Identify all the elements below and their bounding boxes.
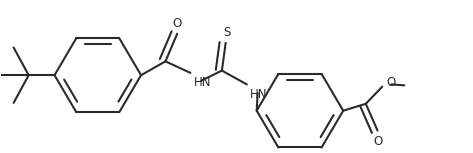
Text: O: O: [374, 135, 383, 148]
Text: S: S: [223, 26, 230, 39]
Text: O: O: [386, 76, 396, 89]
Text: O: O: [173, 17, 182, 30]
Text: HN: HN: [250, 88, 268, 101]
Text: HN: HN: [193, 76, 211, 89]
